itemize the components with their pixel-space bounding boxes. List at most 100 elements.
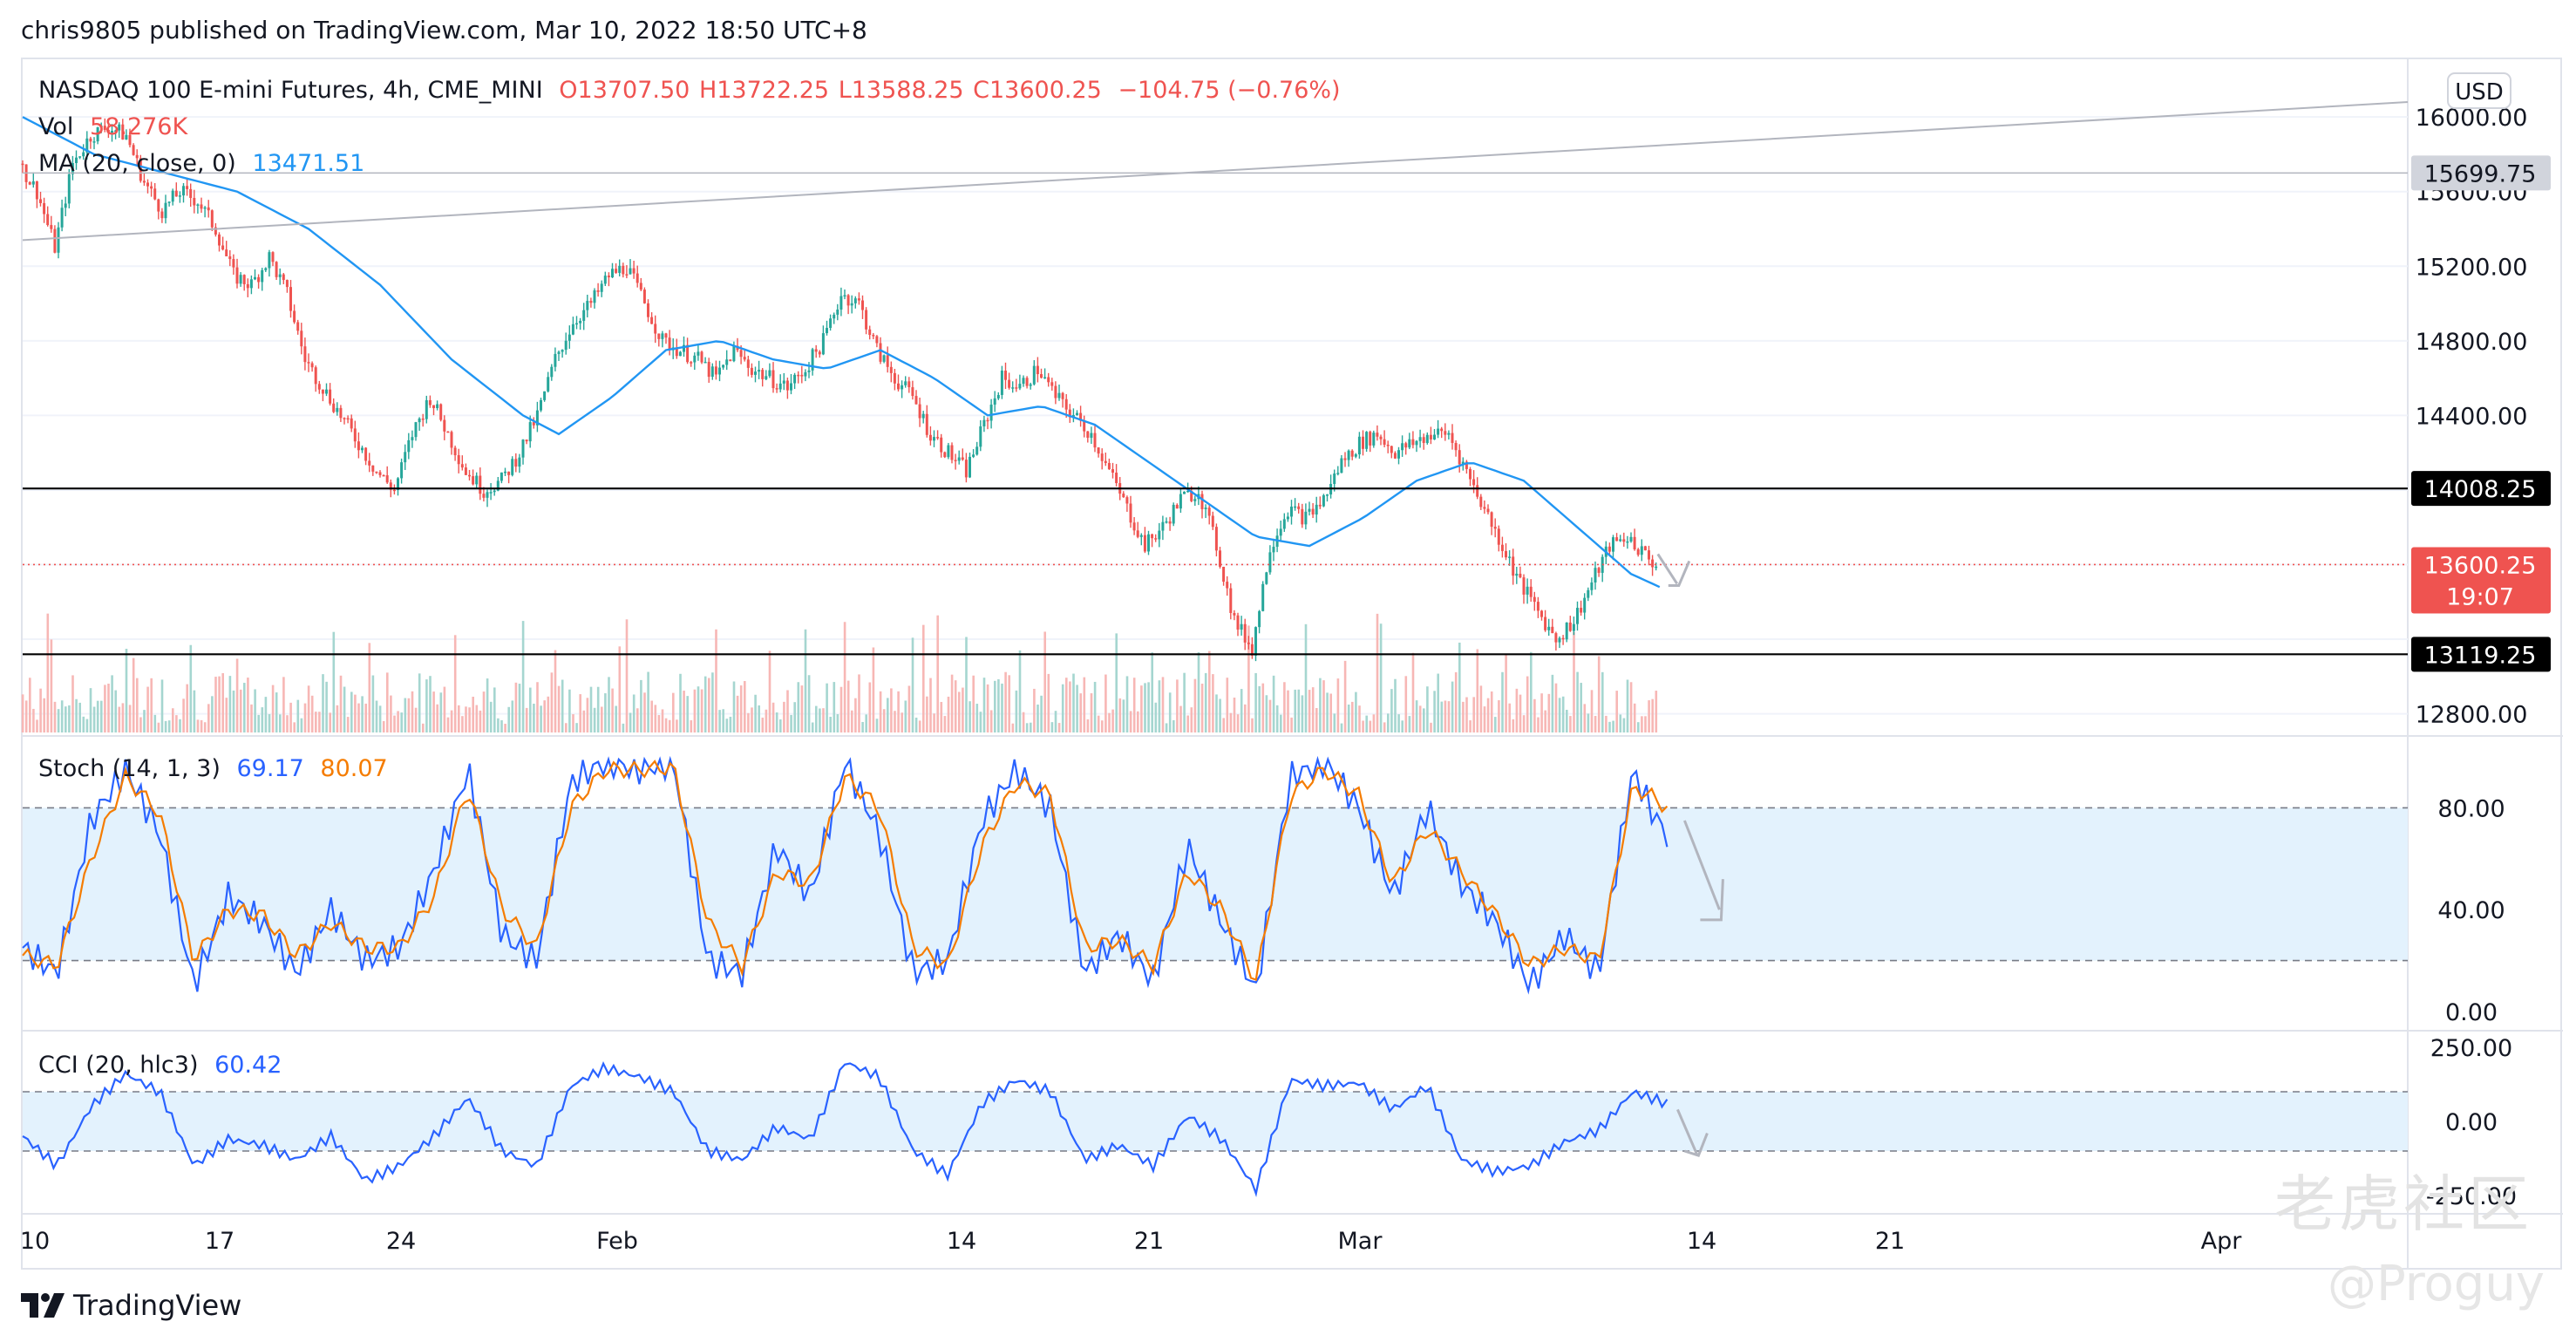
- volume-bar: [739, 685, 743, 732]
- volume-bar: [1151, 652, 1153, 732]
- volume-bar: [1622, 718, 1626, 732]
- candle-body: [739, 350, 743, 358]
- volume-bar: [1233, 698, 1236, 732]
- candle-body: [150, 186, 153, 189]
- volume-bar: [1079, 693, 1082, 732]
- volume-bar: [1186, 715, 1189, 732]
- candle-body: [278, 274, 282, 277]
- volume-bar: [765, 709, 768, 732]
- volume-bar: [826, 683, 828, 732]
- price-tag-countdown: 19:07: [2446, 583, 2514, 610]
- candle-body: [1190, 490, 1193, 501]
- candle-body: [1379, 436, 1383, 439]
- stoch-label[interactable]: Stoch (14, 1, 3): [38, 755, 221, 782]
- volume-bar: [1583, 704, 1587, 732]
- volume-bar: [1093, 681, 1097, 732]
- volume-bar: [1265, 695, 1268, 732]
- volume-bar: [861, 721, 864, 732]
- candle-body: [1211, 515, 1214, 528]
- candle-body: [839, 296, 843, 310]
- volume-bar: [897, 691, 900, 732]
- candle-body: [293, 310, 296, 323]
- volume-bar: [625, 619, 629, 732]
- candle-body: [1032, 365, 1036, 385]
- cci-label[interactable]: CCI (20, hlc3): [38, 1052, 199, 1079]
- candle-body: [1561, 637, 1565, 640]
- candle-body: [1104, 460, 1107, 463]
- volume-bar: [1033, 688, 1036, 732]
- candle-body: [568, 334, 571, 341]
- candle-body: [332, 403, 336, 412]
- volume-bar: [325, 681, 328, 732]
- volume-bar: [632, 694, 636, 732]
- price-tag-label: 13600.25: [2424, 552, 2537, 579]
- candle-body: [1365, 432, 1369, 449]
- candle-body: [579, 320, 582, 324]
- candle-body: [964, 460, 968, 478]
- candle-body: [826, 328, 828, 334]
- candle-body: [1233, 612, 1236, 616]
- volume-bar: [758, 705, 760, 732]
- volume-bar: [78, 702, 81, 732]
- volume-bar: [1561, 696, 1565, 732]
- candle-body: [1440, 428, 1444, 432]
- volume-bar: [247, 678, 249, 732]
- watermark-handle: @Proguy: [2327, 1256, 2545, 1312]
- volume-bar: [1423, 708, 1425, 732]
- volume-bar: [1047, 673, 1050, 732]
- candle-body: [1279, 528, 1282, 536]
- volume-bar: [286, 715, 289, 732]
- volume-bar: [1154, 702, 1158, 732]
- candle-body: [446, 431, 450, 433]
- volume-bar: [958, 691, 961, 732]
- ma-label[interactable]: MA (20, close, 0): [38, 150, 236, 177]
- symbol-name[interactable]: NASDAQ 100 E-mini Futures, 4h, CME_MINI: [38, 77, 543, 104]
- candle-body: [317, 384, 321, 390]
- candle-body: [632, 268, 636, 274]
- candle-body: [1357, 436, 1361, 455]
- candle-body: [1497, 528, 1500, 545]
- candle-body: [1090, 433, 1093, 438]
- volume-bar: [450, 710, 453, 732]
- volume-bar: [1004, 671, 1007, 732]
- candle-body: [500, 472, 503, 481]
- volume-bar: [586, 698, 589, 732]
- volume-bar: [100, 700, 103, 732]
- volume-bar: [1137, 711, 1139, 732]
- projection-arrowhead-cci: [1683, 1133, 1709, 1157]
- volume-bar: [1319, 678, 1322, 732]
- candle-body: [271, 252, 275, 262]
- volume-bar: [46, 613, 50, 732]
- candle-body: [618, 265, 622, 273]
- volume-bar: [1104, 674, 1107, 732]
- candle-body: [31, 181, 35, 185]
- volume-bar: [807, 675, 811, 732]
- volume-bar: [622, 723, 625, 732]
- stoch-k-line: [22, 755, 1669, 995]
- candle-body: [189, 188, 193, 198]
- candle-body: [378, 472, 382, 475]
- candle-body: [1076, 412, 1078, 415]
- volume-bar: [904, 700, 907, 732]
- volume-bar: [200, 719, 203, 732]
- candle-body: [392, 489, 396, 492]
- candle-body: [703, 361, 707, 364]
- candle-body: [507, 471, 511, 475]
- volume-bar: [1061, 684, 1064, 732]
- candle-body: [1254, 627, 1257, 656]
- volume-bar: [1147, 682, 1150, 732]
- volume-bar: [500, 719, 503, 732]
- volume-bar: [186, 684, 188, 732]
- candle-body: [911, 387, 914, 397]
- vol-label[interactable]: Vol: [38, 113, 74, 140]
- volume-bar: [601, 706, 603, 732]
- candle-body: [1129, 503, 1132, 523]
- candle-body: [907, 381, 911, 388]
- volume-bar: [50, 639, 53, 732]
- volume-bar: [700, 689, 703, 732]
- candle-body: [353, 428, 357, 442]
- volume-bar: [279, 714, 282, 732]
- tradingview-logo[interactable]: TradingView: [21, 1289, 241, 1322]
- volume-bar: [1355, 691, 1357, 732]
